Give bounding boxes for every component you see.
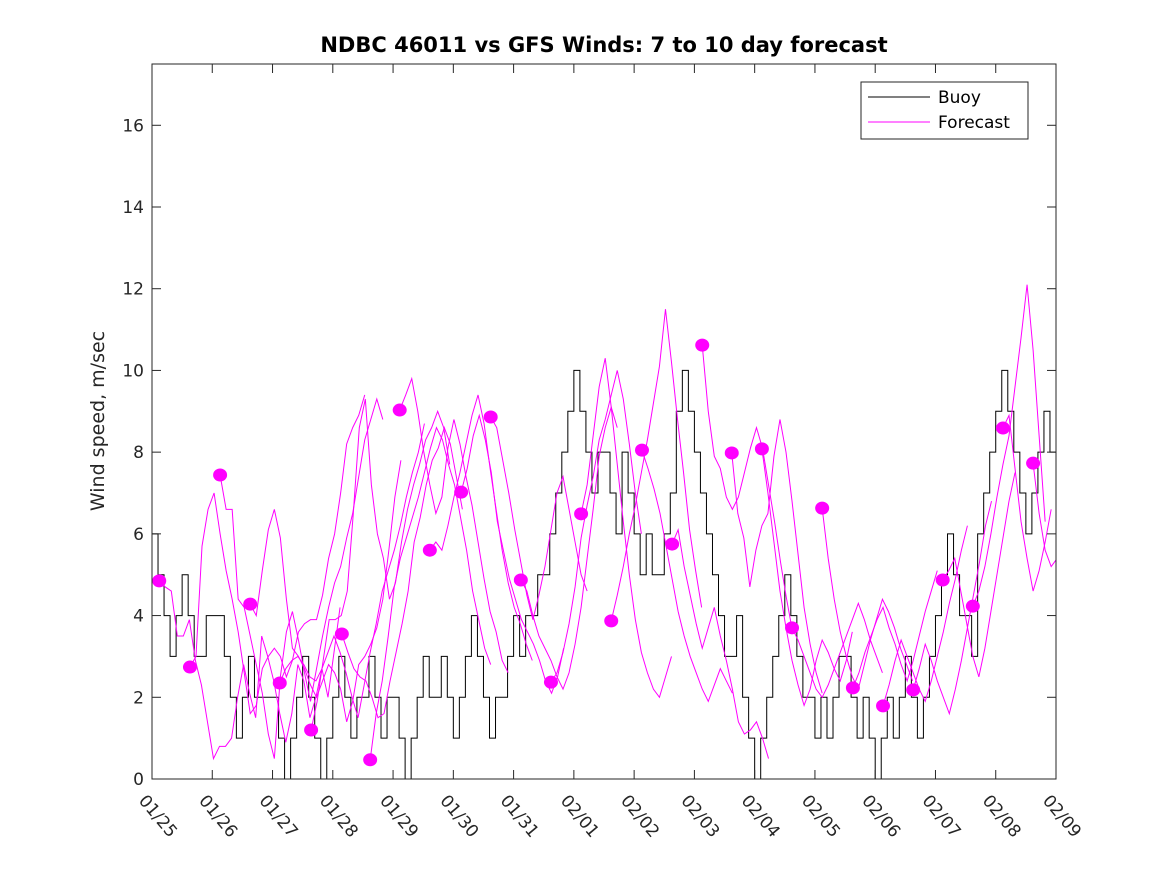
- forecast-start-marker: [513, 573, 528, 587]
- plot-frame: [151, 63, 1057, 780]
- forecast-start-marker: [754, 442, 769, 456]
- legend-box: [860, 81, 1029, 140]
- forecast-start-marker: [213, 468, 228, 482]
- forecast-start-marker: [334, 627, 349, 641]
- forecast-start-marker: [243, 597, 258, 611]
- forecast-line: [791, 601, 883, 699]
- forecast-line: [761, 448, 853, 708]
- forecast-start-marker: [935, 573, 950, 587]
- legend-forecast-label: Forecast: [938, 113, 1010, 133]
- y-tick-label: 8: [133, 443, 144, 463]
- forecast-start-marker: [845, 681, 860, 695]
- forecast-line: [158, 580, 341, 761]
- forecast-line: [341, 426, 463, 719]
- forecast-line: [610, 309, 703, 621]
- y-tick-label: 16: [122, 116, 144, 136]
- forecast-start-marker: [695, 338, 710, 352]
- forecast-start-marker: [604, 614, 619, 628]
- forecast-line: [912, 501, 993, 716]
- forecast-marker-layer: [152, 338, 1041, 767]
- forecast-start-marker: [182, 660, 197, 674]
- forecast-start-marker: [574, 507, 589, 521]
- forecast-start-marker: [483, 410, 498, 424]
- forecast-line: [731, 419, 823, 694]
- plot-background: [152, 64, 1056, 779]
- forecast-start-marker: [876, 699, 891, 713]
- forecast-line: [852, 570, 938, 689]
- forecast-line: [490, 416, 588, 620]
- buoy-line: [152, 369, 1056, 779]
- forecast-start-marker: [1026, 456, 1041, 470]
- forecast-start-marker: [724, 446, 739, 460]
- forecast-line: [641, 449, 733, 703]
- forecast-line: [882, 525, 968, 707]
- forecast-line: [399, 376, 509, 673]
- y-tick-label: 12: [122, 280, 144, 300]
- forecast-line: [942, 472, 1016, 677]
- forecast-start-marker: [363, 753, 378, 767]
- forecast-start-marker: [454, 485, 469, 499]
- forecast-line: [701, 345, 794, 633]
- forecast-line: [1032, 463, 1056, 568]
- forecast-line: [550, 370, 642, 683]
- buoy-series-layer: [152, 369, 1056, 779]
- forecast-start-marker: [422, 543, 437, 557]
- y-axis: 0 2 4 6 8 10 12 14 16: [122, 116, 1056, 790]
- forecast-line: [249, 460, 402, 722]
- forecast-start-marker: [304, 723, 319, 737]
- forecast-start-marker: [543, 675, 558, 689]
- forecast-start-marker: [965, 599, 980, 613]
- forecast-start-marker: [392, 403, 407, 417]
- forecast-line: [279, 423, 425, 718]
- y-tick-label: 10: [122, 361, 144, 381]
- forecast-line: [429, 394, 533, 661]
- plot-area: [151, 63, 1057, 780]
- legend-buoy-label: Buoy: [938, 88, 981, 108]
- forecast-start-marker: [995, 421, 1010, 435]
- forecast-start-marker: [785, 621, 800, 635]
- forecast-line: [310, 398, 451, 731]
- forecast-line: [520, 405, 618, 691]
- forecast-start-marker: [634, 443, 649, 457]
- forecast-line: [219, 397, 384, 759]
- y-tick-label: 0: [133, 770, 144, 790]
- forecast-line: [189, 394, 366, 715]
- forecast-line: [821, 508, 914, 691]
- y-axis-label: Wind speed, m/sec: [87, 331, 109, 511]
- forecast-start-marker: [152, 574, 167, 588]
- forecast-start-marker: [665, 537, 680, 551]
- legend: Buoy Forecast: [860, 81, 1029, 140]
- forecast-line: [972, 284, 1046, 607]
- y-tick-label: 14: [122, 198, 144, 218]
- y-tick-label: 4: [133, 607, 144, 627]
- forecast-start-marker: [906, 683, 921, 697]
- forecast-line: [369, 426, 492, 760]
- chart-title: NDBC 46011 vs GFS Winds: 7 to 10 day for…: [320, 33, 887, 57]
- y-tick-label: 2: [133, 688, 144, 708]
- forecast-line: [1002, 413, 1052, 592]
- forecast-start-marker: [815, 501, 830, 515]
- forecast-series-layer: [158, 284, 1056, 761]
- forecast-line: [671, 527, 770, 759]
- y-tick-label: 6: [133, 525, 144, 545]
- forecast-start-marker: [272, 676, 287, 690]
